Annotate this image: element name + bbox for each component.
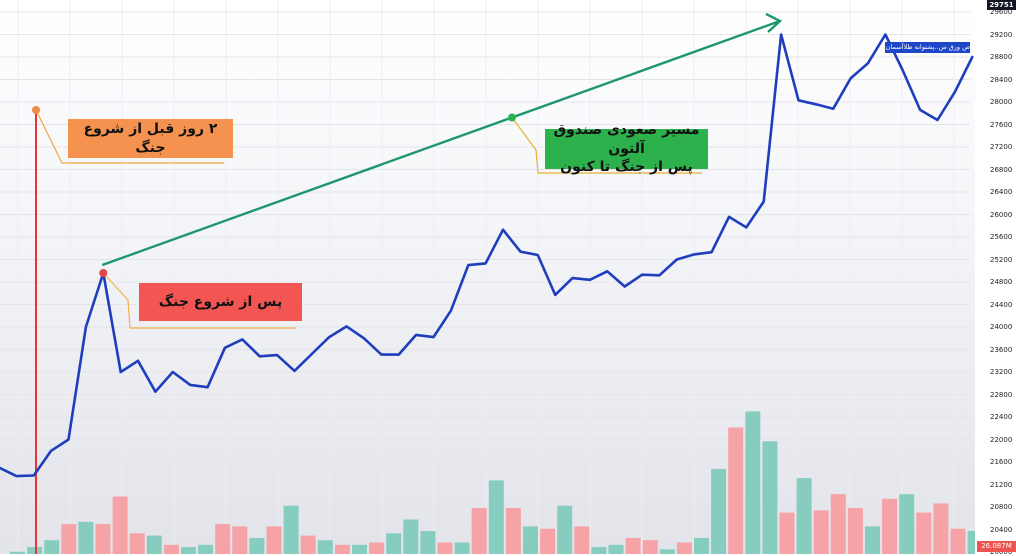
price-tick-label: 25200 [990, 256, 1012, 264]
volume-bar [523, 526, 538, 554]
volume-bars [10, 411, 1016, 554]
volume-bar [814, 510, 829, 554]
volume-bar [249, 538, 264, 554]
volume-bar [933, 503, 948, 554]
volume-bar [284, 506, 299, 554]
volume-bar [797, 478, 812, 554]
callout-after-war: پس از شروع جنگ [139, 283, 302, 321]
price-tick-label: 23600 [990, 346, 1012, 354]
volume-bar [455, 543, 470, 555]
volume-bar [626, 538, 641, 554]
volume-bar [386, 533, 401, 554]
volume-bar [540, 529, 555, 554]
price-tick-label: 22400 [990, 413, 1012, 421]
volume-bar [44, 540, 59, 554]
volume-bar [728, 428, 743, 555]
volume-bar [113, 497, 128, 555]
volume-bar [848, 508, 863, 554]
price-tick-label: 22000 [990, 436, 1012, 444]
volume-bar [951, 529, 966, 554]
volume-bar [369, 543, 384, 555]
volume-bar [506, 508, 521, 554]
after-war-marker [99, 269, 107, 277]
price-tick-label: 26800 [990, 166, 1012, 174]
callout-before-war: ۲ روز قبل از شروع جنگ [68, 119, 233, 158]
price-tick-label: 27600 [990, 121, 1012, 129]
price-tick-label: 23200 [990, 368, 1012, 376]
volume-bar [301, 536, 316, 554]
volume-bar [882, 499, 897, 554]
series-label-tag: ص ورق س..پشتوانه طلاآسمان آلتون [885, 42, 970, 53]
price-tick-label: 21200 [990, 481, 1012, 489]
price-tick-label: 26000 [990, 211, 1012, 219]
price-tick-label: 28400 [990, 76, 1012, 84]
volume-bar [352, 545, 367, 554]
volume-bar [711, 469, 726, 554]
volume-bar [780, 513, 795, 554]
price-tick-label: 24800 [990, 278, 1012, 286]
trend-midpoint-marker [508, 114, 516, 122]
volume-bar [181, 547, 196, 554]
volume-bar [831, 494, 846, 554]
price-tick-label: 28000 [990, 98, 1012, 106]
volume-bar [677, 543, 692, 555]
volume-bar [147, 536, 162, 554]
volume-bar [591, 547, 606, 554]
price-tick-label: 22800 [990, 391, 1012, 399]
volume-bar [318, 540, 333, 554]
price-tick-label: 21600 [990, 458, 1012, 466]
volume-bar [438, 543, 453, 555]
volume-bar [762, 441, 777, 554]
volume-bar [403, 520, 418, 555]
volume-bar [899, 494, 914, 554]
volume-bar [164, 545, 179, 554]
price-tick-label: 20800 [990, 503, 1012, 511]
volume-bar [96, 524, 111, 554]
volume-bar [660, 549, 675, 554]
volume-bar [557, 506, 572, 554]
volume-bar [267, 526, 282, 554]
volume-bar [420, 531, 435, 554]
volume-bar [472, 508, 487, 554]
volume-bar [745, 411, 760, 554]
last-price-tag: 29751 [987, 0, 1016, 10]
volume-bar [78, 522, 93, 554]
volume-bar [27, 547, 42, 554]
price-tick-label: 27200 [990, 143, 1012, 151]
volume-bar [694, 538, 709, 554]
volume-bar [232, 526, 247, 554]
volume-bar [489, 480, 504, 554]
grid-lines [0, 0, 970, 554]
volume-bar [61, 524, 76, 554]
callout-upward-path: مسیر صعودی صندوق آلتون پس از جنگ تا کنون [545, 129, 708, 169]
volume-bar [574, 526, 589, 554]
price-tick-label: 29200 [990, 31, 1012, 39]
price-tick-label: 25600 [990, 233, 1012, 241]
price-tick-label: 24400 [990, 301, 1012, 309]
volume-bar [643, 540, 658, 554]
price-tick-label: 20400 [990, 526, 1012, 534]
price-tick-label: 24000 [990, 323, 1012, 331]
volume-bar [130, 533, 145, 554]
price-tick-label: 26400 [990, 188, 1012, 196]
volume-bar [916, 513, 931, 554]
volume-bar [335, 545, 350, 554]
before-war-marker [32, 106, 40, 114]
volume-bar [215, 524, 230, 554]
last-volume-tag: 26.087M [977, 541, 1016, 552]
volume-bar [198, 545, 213, 554]
price-tick-label: 28800 [990, 53, 1012, 61]
volume-bar [609, 545, 624, 554]
volume-bar [865, 526, 880, 554]
